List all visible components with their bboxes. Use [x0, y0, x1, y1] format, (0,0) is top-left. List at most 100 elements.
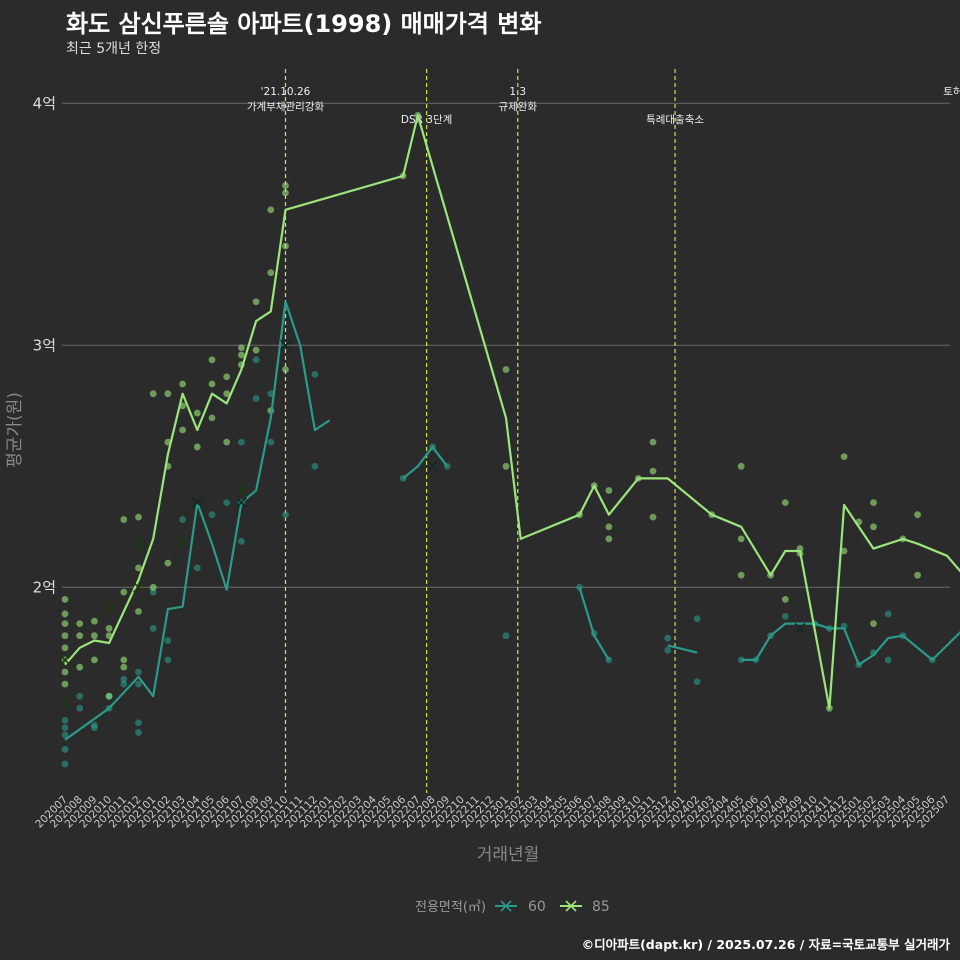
- policy-annotation: 특례대출축소: [646, 114, 704, 126]
- y-axis-title: 평균가(원): [5, 392, 25, 468]
- cross-marker-60: [426, 460, 439, 472]
- data-point-60: [252, 356, 260, 364]
- data-point-85: [282, 366, 289, 373]
- data-point-85: [179, 380, 187, 388]
- data-point-60: [61, 731, 69, 739]
- data-point-85: [120, 663, 128, 671]
- data-point-85: [149, 583, 157, 591]
- legend-label-85: 85: [592, 899, 610, 915]
- data-point-85: [91, 632, 98, 640]
- data-point-85: [267, 269, 275, 277]
- data-point-85: [91, 617, 98, 625]
- data-point-85: [193, 409, 201, 417]
- transaction-points: [61, 112, 936, 768]
- chart-subtitle: 최근 5개년 한정: [66, 41, 162, 57]
- policy-annotation: 토허제 해제: [943, 85, 960, 98]
- data-point-60: [193, 564, 201, 572]
- data-point-85: [282, 189, 289, 197]
- data-point-85: [76, 632, 84, 640]
- data-point-85: [76, 663, 84, 671]
- data-point-60: [267, 390, 275, 398]
- data-point-85: [737, 571, 745, 579]
- data-point-60: [664, 634, 672, 642]
- data-point-85: [252, 346, 260, 354]
- x-tick-labels: 2020072020082020092020102020112020122021…: [33, 793, 952, 830]
- data-point-85: [61, 644, 69, 652]
- data-point-85: [61, 596, 69, 603]
- y-tick-label: 4억: [33, 94, 56, 112]
- data-point-85: [502, 462, 510, 470]
- series-line-60: [578, 586, 610, 661]
- data-point-60: [693, 615, 701, 623]
- y-tick-label: 2억: [33, 578, 56, 596]
- cross-marker-60: [191, 497, 203, 509]
- data-point-85: [120, 588, 128, 596]
- cross-marker-85: [59, 697, 71, 710]
- data-point-85: [781, 499, 789, 506]
- data-point-60: [238, 438, 245, 446]
- data-point-85: [914, 571, 921, 579]
- data-point-60: [179, 516, 187, 523]
- data-point-85: [649, 438, 657, 446]
- data-point-85: [737, 535, 745, 543]
- policy-annotation: 규제완화: [498, 100, 537, 113]
- data-point-85: [223, 373, 231, 381]
- policy-annotation: 1.3: [509, 86, 526, 98]
- data-point-60: [267, 438, 275, 446]
- data-point-85: [914, 511, 921, 519]
- policy-annotation: DSR 3단계: [401, 114, 452, 126]
- data-point-85: [238, 351, 245, 359]
- cross-marker-60: [279, 339, 292, 351]
- data-point-60: [576, 583, 583, 591]
- data-point-60: [135, 680, 142, 688]
- data-point-85: [61, 620, 69, 627]
- cross-marker-85: [132, 538, 145, 550]
- data-point-85: [605, 535, 613, 543]
- data-point-85: [282, 242, 289, 250]
- data-point-60: [164, 656, 172, 664]
- data-point-85: [223, 390, 231, 398]
- data-point-60: [781, 612, 789, 620]
- policy-annotation: 가계부채관리강화: [247, 101, 325, 113]
- data-point-60: [502, 632, 510, 640]
- data-point-85: [164, 559, 172, 567]
- data-point-60: [664, 646, 672, 654]
- data-point-85: [267, 206, 275, 214]
- data-point-60: [61, 717, 69, 724]
- x-axis-title: 거래년월: [477, 845, 540, 865]
- policy-annotation: '21.10.26: [261, 86, 311, 98]
- data-point-85: [105, 625, 113, 632]
- cross-marker-85: [132, 581, 145, 593]
- data-point-60: [91, 724, 98, 732]
- data-point-60: [135, 719, 142, 727]
- data-point-85: [120, 516, 128, 523]
- legend: 전용면적(㎡) 60 85: [415, 899, 610, 915]
- data-point-85: [105, 692, 113, 700]
- legend-label-60: 60: [528, 899, 546, 915]
- data-point-85: [737, 462, 745, 470]
- series-line-85: [64, 114, 960, 710]
- data-point-60: [164, 637, 172, 644]
- data-point-85: [208, 380, 216, 388]
- data-point-60: [76, 704, 84, 712]
- data-point-85: [135, 513, 142, 521]
- data-point-60: [61, 760, 69, 768]
- series-lines: [64, 114, 960, 741]
- data-point-85: [840, 547, 848, 555]
- data-point-85: [179, 426, 187, 434]
- series-line-60: [667, 644, 698, 654]
- data-point-85: [120, 656, 128, 664]
- data-point-85: [870, 499, 877, 506]
- data-point-85: [870, 523, 877, 531]
- data-point-85: [649, 467, 657, 475]
- data-point-85: [252, 298, 260, 306]
- cross-marker-85: [103, 603, 115, 615]
- data-point-60: [76, 692, 84, 700]
- data-point-85: [135, 608, 142, 615]
- data-point-60: [884, 656, 892, 664]
- source-footer: ©디아파트(dapt.kr) / 2025.07.26 / 자료=국토교통부 실…: [581, 937, 950, 952]
- cross-markers: [59, 339, 806, 710]
- data-point-60: [208, 511, 216, 519]
- data-point-60: [737, 656, 745, 664]
- data-point-60: [223, 499, 231, 506]
